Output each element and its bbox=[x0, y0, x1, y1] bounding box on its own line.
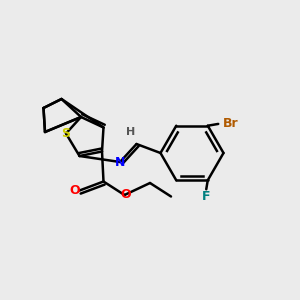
Text: O: O bbox=[120, 188, 131, 202]
Text: H: H bbox=[126, 127, 135, 137]
Text: O: O bbox=[70, 184, 80, 197]
Text: F: F bbox=[202, 190, 211, 203]
Text: Br: Br bbox=[222, 117, 238, 130]
Text: S: S bbox=[61, 127, 70, 140]
Text: N: N bbox=[115, 155, 125, 169]
